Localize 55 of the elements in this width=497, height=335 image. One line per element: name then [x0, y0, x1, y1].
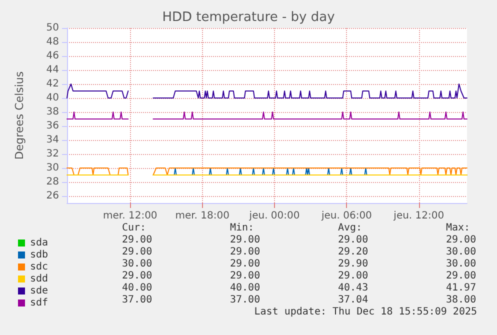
text: Cur: — [122, 222, 146, 234]
text: 29.00 — [446, 270, 476, 282]
text: 37.00 — [230, 294, 260, 306]
text: 29.00 — [122, 234, 152, 246]
text: Max: — [446, 222, 470, 234]
y-tick-label: 40 — [46, 92, 59, 104]
y-tick-label: 28 — [46, 176, 59, 188]
text: Last update: Thu Dec 18 15:55:09 2025 — [254, 306, 478, 318]
x-tick-label: jeu. 00:00 — [248, 210, 300, 222]
text: 29.00 — [446, 234, 476, 246]
y-tick-label: 48 — [46, 36, 59, 48]
y-tick-label: 34 — [46, 134, 59, 146]
text: 29.00 — [230, 234, 260, 246]
text: 40.00 — [230, 282, 260, 294]
text: 37.04 — [338, 294, 368, 306]
text: 40.43 — [338, 282, 368, 294]
text: 38.00 — [446, 294, 476, 306]
text: 29.00 — [338, 234, 368, 246]
legend-label: sdc — [30, 262, 48, 272]
y-tick-label: 32 — [46, 148, 59, 160]
legend-label: sdd — [30, 274, 48, 284]
legend-label: sdb — [30, 250, 48, 260]
text: 29.00 — [230, 270, 260, 282]
y-tick-label: 44 — [46, 64, 59, 76]
x-tick-label: mer. 12:00 — [103, 210, 158, 222]
y-tick-label: 42 — [46, 78, 59, 90]
text: 41.97 — [446, 282, 476, 294]
y-tick-label: 50 — [46, 22, 59, 34]
text: 30.00 — [446, 258, 476, 270]
legend-label: sdf — [30, 298, 48, 308]
text: 40.00 — [122, 282, 152, 294]
text: 29.00 — [122, 270, 152, 282]
text: Min: — [230, 222, 254, 234]
x-tick-label: jeu. 06:00 — [320, 210, 372, 222]
text: 30.00 — [446, 246, 476, 258]
x-tick-label: jeu. 12:00 — [392, 210, 444, 222]
text: 37.00 — [122, 294, 152, 306]
text: 29.00 — [230, 246, 260, 258]
y-axis-title: Degrees Celsius — [13, 71, 26, 160]
y-tick-label: 36 — [46, 120, 59, 132]
legend-label: sda — [30, 238, 48, 248]
y-tick-label: 30 — [46, 162, 59, 174]
text: Avg: — [338, 222, 362, 234]
y-tick-label: 38 — [46, 106, 59, 118]
text: 29.20 — [338, 246, 368, 258]
x-tick-label: mer. 18:00 — [175, 210, 230, 222]
text: 29.00 — [230, 258, 260, 270]
text: 29.90 — [338, 258, 368, 270]
text: 30.00 — [122, 258, 152, 270]
text: 29.00 — [338, 270, 368, 282]
chart-title: HDD temperature - by day — [162, 10, 336, 25]
text: 29.00 — [122, 246, 152, 258]
y-tick-label: 46 — [46, 50, 59, 62]
y-tick-label: 26 — [46, 190, 59, 202]
legend-label: sde — [30, 286, 48, 296]
